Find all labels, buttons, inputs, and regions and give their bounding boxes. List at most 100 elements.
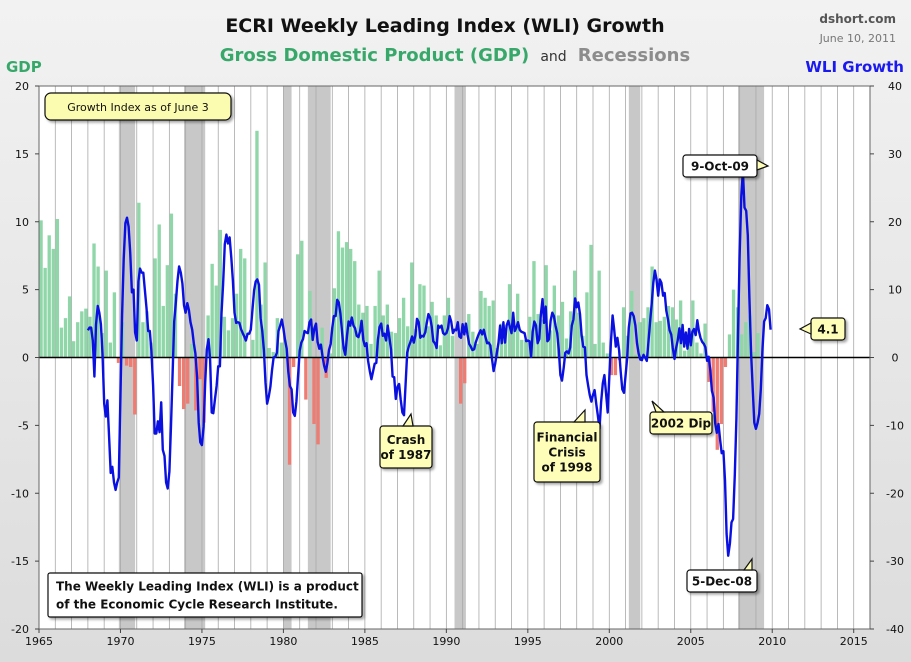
- gdp-bar: [373, 305, 377, 358]
- gdp-bar: [511, 320, 516, 358]
- callout-5-dec-08-box: [686, 569, 758, 593]
- gdp-bar: [397, 318, 402, 358]
- gdp-bar: [740, 334, 744, 358]
- gdp-bar: [524, 339, 528, 358]
- callout-financial-crisis-1998-text: of 1998: [541, 461, 592, 475]
- callout-2002-dip: 2002 Dip: [649, 411, 713, 435]
- gdp-bar: [226, 330, 231, 358]
- y-left-tick-label: -5: [18, 419, 29, 432]
- x-tick-label: 1970: [106, 635, 134, 648]
- gdp-bar: [674, 319, 679, 358]
- x-tick-label: 1990: [432, 635, 460, 648]
- gdp-bar: [483, 297, 487, 358]
- y-right-tick-label: 20: [888, 216, 902, 229]
- gdp-bar: [585, 292, 589, 358]
- gdp-bar: [487, 305, 491, 358]
- gdp-bar: [271, 352, 275, 358]
- callout-financial-crisis-1998-pointer: [572, 408, 586, 423]
- gdp-bar: [605, 353, 609, 358]
- gdp-bar: [55, 219, 60, 358]
- gdp-bar: [161, 305, 165, 358]
- gdp-bar: [589, 244, 593, 358]
- gdp-bar: [186, 357, 190, 404]
- y-left-tick-label: 10: [15, 216, 29, 229]
- x-tick-label: 2010: [758, 635, 786, 648]
- gdp-bar: [222, 316, 227, 358]
- gdp-bar: [630, 290, 634, 358]
- gdp-bar: [756, 333, 760, 358]
- gdp-bar: [353, 261, 357, 358]
- gdp-bar: [230, 318, 235, 358]
- y-right-tick-label: 30: [888, 148, 902, 161]
- y-left-tick-label: -10: [11, 487, 29, 500]
- y-left-tick-label: 0: [22, 352, 29, 365]
- callout-5-dec-08-text: 5-Dec-08: [692, 575, 752, 589]
- x-tick-label: 2005: [677, 635, 705, 648]
- y-right-tick-label: -10: [886, 419, 904, 432]
- gdp-bar: [609, 357, 614, 376]
- callout-9-oct-09-text: 9-Oct-09: [691, 160, 749, 174]
- gdp-bar: [401, 297, 406, 358]
- gdp-bar: [479, 290, 483, 358]
- gdp-bar: [348, 248, 353, 358]
- y-right-tick-label: -30: [886, 555, 904, 568]
- gdp-bar: [548, 330, 552, 358]
- note-wli-source-text: The Weekly Leading Index (WLI) is a prod…: [56, 580, 359, 594]
- gdp-bar: [88, 316, 92, 358]
- y-left-axis-title: GDP: [6, 58, 42, 76]
- gdp-bar: [133, 357, 137, 415]
- chart-subtitle: Gross Domestic Product (GDP) and Recessi…: [220, 45, 690, 66]
- gdp-bar: [670, 307, 675, 358]
- gdp-bar: [177, 357, 182, 387]
- gdp-bar: [80, 311, 84, 358]
- gdp-bar: [711, 357, 715, 412]
- gdp-bar: [731, 289, 736, 358]
- callout-financial-crisis-1998-text: Crisis: [548, 446, 585, 460]
- gdp-bar: [165, 265, 170, 358]
- gdp-bar: [47, 235, 51, 358]
- callout-financial-crisis-1998-box: [533, 421, 601, 483]
- gdp-bar: [683, 350, 687, 358]
- gdp-bar: [491, 300, 495, 358]
- gdp-bar: [560, 301, 565, 358]
- gdp-bar: [259, 304, 263, 358]
- gdp-bar: [638, 322, 642, 358]
- gdp-bar: [377, 270, 381, 358]
- gdp-bar: [214, 285, 218, 358]
- gdp-bar: [475, 343, 479, 358]
- gdp-bar: [63, 318, 68, 358]
- gdp-bar: [613, 357, 618, 376]
- gdp-bar: [92, 243, 96, 358]
- gdp-bar: [124, 357, 129, 366]
- callout-2002-dip-text: 2002 Dip: [651, 417, 712, 431]
- callout-5-dec-08-pointer: [742, 557, 753, 571]
- gdp-bar: [112, 292, 117, 358]
- gdp-bar: [540, 319, 544, 358]
- callout-wli-latest: 4.1: [810, 317, 846, 341]
- note-wli-source: The Weekly Leading Index (WLI) is a prod…: [47, 572, 363, 618]
- gdp-bar: [642, 318, 646, 358]
- gdp-bar: [369, 343, 373, 358]
- gdp-bar: [145, 311, 149, 358]
- y-right-tick-label: -40: [886, 623, 904, 636]
- note-wli-source-box: [47, 572, 363, 618]
- gdp-bar: [336, 231, 341, 358]
- y-right-axis-title: WLI Growth: [805, 58, 904, 76]
- gdp-bar: [263, 262, 267, 358]
- chart-title: ECRI Weekly Leading Index (WLI) Growth: [225, 15, 664, 37]
- gdp-bar: [654, 322, 658, 358]
- gdp-bar: [312, 357, 316, 425]
- y-right-tick-label: -20: [886, 487, 904, 500]
- gdp-bar: [418, 284, 422, 358]
- gdp-bar: [528, 316, 532, 358]
- gdp-bar: [621, 307, 626, 358]
- gdp-bar: [173, 293, 178, 358]
- gdp-bar: [287, 357, 292, 465]
- y-right-tick-label: 10: [888, 284, 902, 297]
- gdp-bar: [662, 316, 666, 358]
- callout-2002-dip-box: [649, 411, 713, 435]
- gdp-bar: [279, 342, 284, 358]
